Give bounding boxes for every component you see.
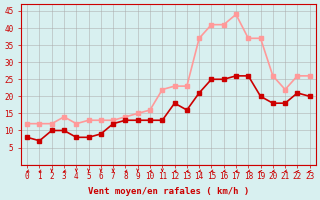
X-axis label: Vent moyen/en rafales ( km/h ): Vent moyen/en rafales ( km/h )	[88, 187, 249, 196]
